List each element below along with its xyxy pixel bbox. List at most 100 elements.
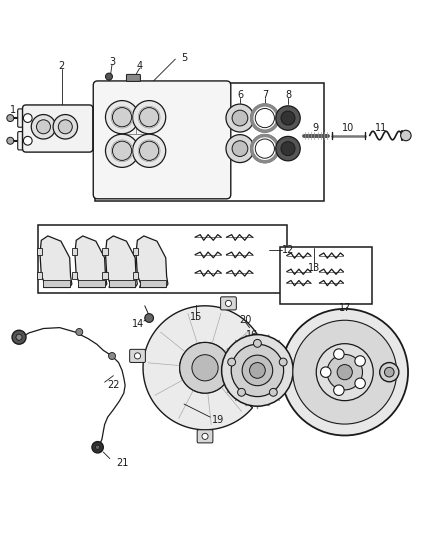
Circle shape	[269, 389, 277, 396]
Circle shape	[95, 445, 100, 449]
Polygon shape	[40, 236, 72, 287]
Text: 8: 8	[285, 91, 291, 100]
Circle shape	[355, 356, 365, 366]
Text: 18: 18	[379, 372, 391, 382]
Circle shape	[321, 367, 331, 377]
Circle shape	[385, 367, 394, 377]
Polygon shape	[109, 280, 135, 287]
FancyBboxPatch shape	[93, 81, 231, 199]
Text: 19: 19	[212, 415, 224, 425]
Text: 7: 7	[262, 91, 268, 100]
Circle shape	[92, 441, 103, 453]
Circle shape	[380, 362, 399, 382]
Circle shape	[237, 389, 245, 396]
Circle shape	[113, 108, 132, 127]
Circle shape	[232, 141, 248, 157]
Circle shape	[192, 354, 218, 381]
FancyBboxPatch shape	[197, 430, 213, 443]
Bar	[280, 247, 372, 304]
Text: 20: 20	[239, 315, 251, 325]
Circle shape	[334, 349, 344, 359]
Circle shape	[281, 111, 295, 125]
Circle shape	[16, 334, 22, 340]
Text: 14: 14	[132, 319, 145, 329]
Circle shape	[31, 115, 56, 139]
Circle shape	[251, 135, 279, 163]
Bar	[133, 248, 138, 255]
Circle shape	[355, 378, 365, 389]
Text: 2: 2	[59, 61, 65, 71]
Circle shape	[58, 120, 72, 134]
Text: 4: 4	[137, 61, 143, 71]
Text: 17: 17	[339, 303, 352, 313]
Circle shape	[316, 344, 373, 401]
Circle shape	[226, 135, 254, 163]
FancyBboxPatch shape	[127, 75, 141, 82]
Bar	[95, 83, 324, 201]
Circle shape	[276, 106, 300, 130]
Bar	[72, 248, 77, 255]
Circle shape	[109, 352, 116, 359]
Circle shape	[106, 134, 139, 167]
Circle shape	[232, 110, 248, 126]
Text: 6: 6	[237, 91, 243, 100]
Circle shape	[334, 385, 344, 395]
Circle shape	[226, 104, 254, 132]
Polygon shape	[136, 236, 168, 287]
Circle shape	[255, 139, 275, 158]
Text: 1: 1	[10, 105, 16, 115]
Polygon shape	[75, 236, 107, 287]
Polygon shape	[106, 236, 138, 287]
Text: 9: 9	[313, 123, 319, 133]
Text: 12: 12	[282, 245, 294, 255]
FancyBboxPatch shape	[18, 109, 44, 127]
Circle shape	[401, 130, 411, 141]
Circle shape	[106, 73, 113, 80]
Circle shape	[250, 362, 265, 378]
FancyBboxPatch shape	[221, 297, 237, 310]
Circle shape	[12, 330, 26, 344]
Circle shape	[202, 433, 208, 439]
Circle shape	[228, 358, 236, 366]
Circle shape	[140, 108, 159, 127]
Polygon shape	[140, 280, 166, 287]
Circle shape	[145, 313, 153, 322]
Circle shape	[53, 115, 78, 139]
Text: 10: 10	[342, 123, 354, 133]
Bar	[37, 248, 42, 255]
Polygon shape	[43, 280, 70, 287]
Circle shape	[76, 328, 83, 335]
Text: 11: 11	[375, 123, 388, 133]
Circle shape	[180, 343, 230, 393]
Bar	[72, 272, 77, 279]
Polygon shape	[78, 280, 105, 287]
Text: 15: 15	[190, 312, 202, 322]
Text: 3: 3	[109, 57, 115, 67]
Circle shape	[7, 138, 14, 144]
Text: 16: 16	[246, 330, 258, 340]
Circle shape	[231, 344, 284, 397]
FancyBboxPatch shape	[130, 349, 145, 362]
Text: 21: 21	[117, 458, 129, 468]
Circle shape	[255, 108, 275, 128]
Circle shape	[113, 141, 132, 160]
Circle shape	[23, 114, 32, 123]
Circle shape	[293, 320, 397, 424]
Circle shape	[254, 340, 261, 348]
FancyBboxPatch shape	[18, 132, 44, 150]
Circle shape	[134, 353, 141, 359]
Circle shape	[36, 120, 50, 134]
Text: 22: 22	[107, 380, 120, 390]
Circle shape	[281, 142, 295, 156]
Circle shape	[222, 335, 293, 406]
Text: 5: 5	[181, 53, 187, 63]
Bar	[38, 225, 287, 293]
Bar	[133, 272, 138, 279]
Circle shape	[242, 355, 273, 386]
Circle shape	[140, 141, 159, 160]
Circle shape	[133, 101, 166, 134]
Polygon shape	[143, 306, 259, 430]
Circle shape	[279, 358, 287, 366]
Circle shape	[337, 365, 352, 379]
Bar	[102, 248, 108, 255]
